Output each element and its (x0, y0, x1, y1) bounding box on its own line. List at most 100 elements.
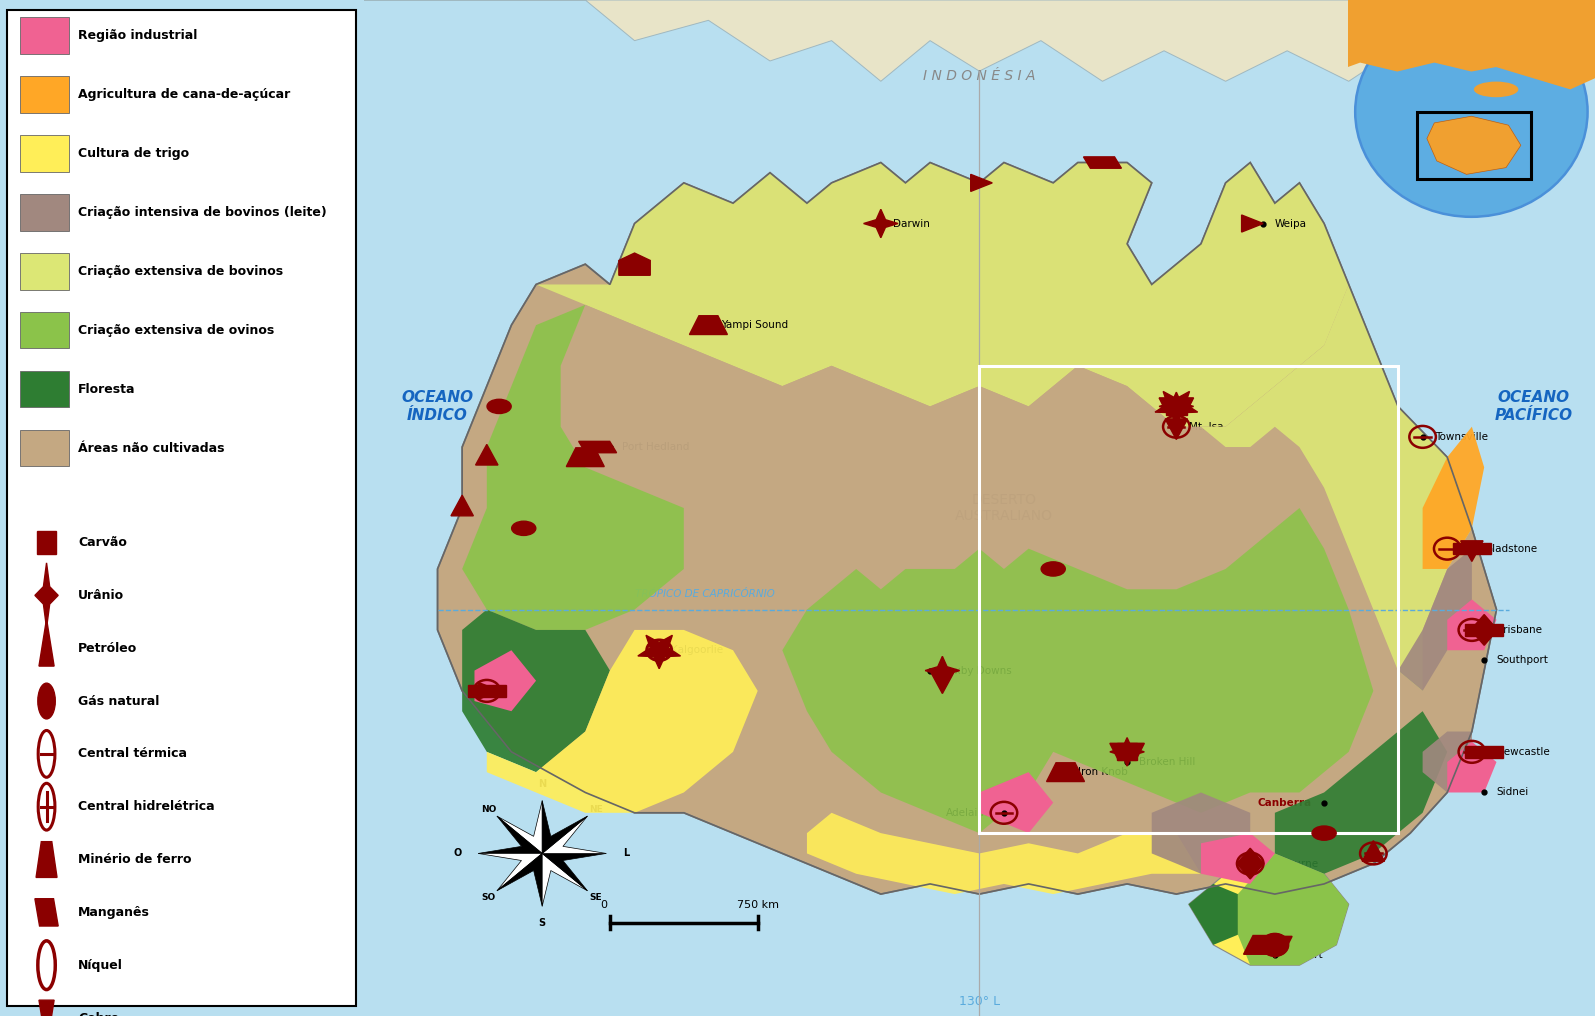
Bar (21, 253, 69, 290)
Text: Central térmica: Central térmica (78, 748, 187, 760)
Polygon shape (1110, 744, 1144, 760)
Bar (1166, 398, 1187, 415)
Text: Perth: Perth (499, 686, 526, 696)
Polygon shape (579, 441, 617, 453)
Bar (21, 194, 69, 231)
Polygon shape (561, 305, 1349, 610)
Polygon shape (498, 801, 542, 853)
Bar (37, 531, 56, 554)
Text: Darwin: Darwin (893, 218, 930, 229)
Bar (1116, 744, 1137, 760)
Ellipse shape (1042, 562, 1065, 576)
Bar (1416, 112, 1531, 179)
Text: SE: SE (589, 893, 601, 902)
Polygon shape (474, 650, 536, 711)
Text: Criação intensiva de bovinos (leite): Criação intensiva de bovinos (leite) (78, 206, 327, 218)
Polygon shape (638, 635, 681, 669)
Polygon shape (1238, 853, 1349, 965)
Text: Gás natural: Gás natural (78, 695, 160, 707)
Text: Central hidrelétrica: Central hidrelétrica (78, 801, 215, 813)
Polygon shape (1046, 763, 1085, 781)
Text: Kalgoorlie: Kalgoorlie (671, 645, 724, 655)
Text: Carvão: Carvão (78, 536, 128, 549)
Text: Melbourne: Melbourne (1263, 859, 1317, 869)
Bar (1453, 543, 1491, 555)
Polygon shape (925, 656, 960, 685)
Polygon shape (364, 0, 1595, 81)
Polygon shape (1447, 599, 1496, 650)
Polygon shape (1423, 732, 1472, 792)
Polygon shape (931, 673, 954, 694)
Text: 0: 0 (600, 900, 608, 910)
Polygon shape (1244, 936, 1281, 954)
Text: Sidnei: Sidnei (1496, 787, 1528, 798)
Text: 750 km: 750 km (737, 900, 778, 910)
Bar (979, 366, 1397, 833)
Bar (21, 430, 69, 466)
Text: Newcastle: Newcastle (1496, 747, 1550, 757)
Ellipse shape (486, 399, 510, 414)
Polygon shape (1397, 549, 1472, 691)
Polygon shape (478, 683, 499, 699)
Polygon shape (566, 448, 605, 466)
Polygon shape (1257, 937, 1292, 953)
Polygon shape (1263, 937, 1286, 958)
Polygon shape (1188, 884, 1238, 945)
Text: NE: NE (589, 805, 603, 814)
Polygon shape (451, 495, 474, 516)
Polygon shape (1423, 427, 1485, 569)
Polygon shape (782, 508, 1373, 833)
Bar (1466, 624, 1502, 636)
Text: Região industrial: Região industrial (78, 29, 198, 42)
Polygon shape (1177, 284, 1472, 691)
Text: Brisbane: Brisbane (1496, 625, 1542, 635)
Polygon shape (1188, 853, 1349, 965)
Text: Roxby Downs: Roxby Downs (943, 665, 1013, 676)
Polygon shape (463, 610, 609, 772)
Polygon shape (689, 316, 727, 334)
Polygon shape (542, 801, 587, 853)
Ellipse shape (38, 683, 56, 719)
Text: Manganês: Manganês (78, 906, 150, 918)
Polygon shape (1428, 116, 1522, 175)
Polygon shape (38, 1000, 54, 1016)
Polygon shape (1110, 738, 1144, 766)
Text: O: O (453, 848, 463, 859)
Text: Minério de ferro: Minério de ferro (78, 853, 191, 866)
Polygon shape (1152, 792, 1250, 874)
Polygon shape (437, 163, 1496, 894)
Polygon shape (1461, 541, 1483, 562)
Polygon shape (35, 563, 57, 628)
Text: Weipa: Weipa (1274, 218, 1306, 229)
Text: I N D O N É S I A: I N D O N É S I A (924, 69, 1035, 83)
Polygon shape (1160, 392, 1193, 421)
Text: Floresta: Floresta (78, 383, 136, 395)
Text: Canberra: Canberra (1258, 798, 1311, 808)
Polygon shape (971, 175, 992, 191)
Text: Mt. Isa: Mt. Isa (1188, 422, 1223, 432)
Text: Southport: Southport (1496, 655, 1549, 665)
Polygon shape (1362, 840, 1384, 862)
Polygon shape (1471, 615, 1498, 645)
Polygon shape (619, 253, 651, 275)
Polygon shape (542, 816, 606, 853)
Polygon shape (463, 305, 684, 630)
Text: TRÓPICO DE CAPRICÓRNIO: TRÓPICO DE CAPRICÓRNIO (635, 589, 774, 599)
Text: NO: NO (482, 805, 496, 814)
Polygon shape (38, 619, 54, 666)
Bar (467, 685, 506, 697)
Bar (21, 135, 69, 172)
Polygon shape (35, 899, 57, 926)
Polygon shape (542, 853, 606, 891)
Bar (21, 76, 69, 113)
Polygon shape (478, 853, 542, 891)
Text: Iron Knob: Iron Knob (1078, 767, 1128, 777)
Circle shape (1356, 7, 1587, 216)
Polygon shape (1201, 833, 1274, 884)
Text: Hobart: Hobart (1287, 950, 1322, 960)
Text: OCEANO
ÍNDICO: OCEANO ÍNDICO (402, 390, 474, 423)
Text: Petróleo: Petróleo (78, 642, 137, 654)
Polygon shape (498, 853, 542, 906)
Text: Port Hedland: Port Hedland (622, 442, 689, 452)
Polygon shape (542, 853, 587, 906)
